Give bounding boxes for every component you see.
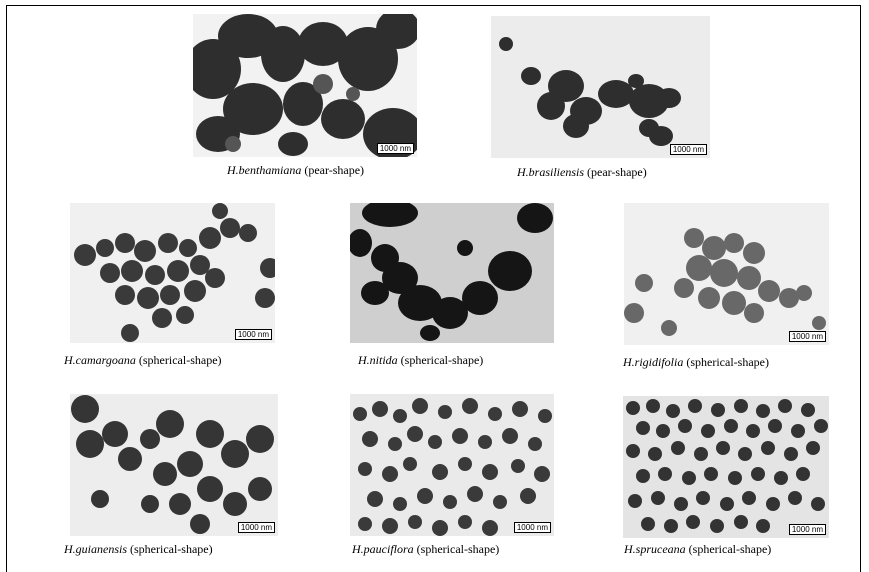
caption-spruceana: H.spruceana (spherical-shape) — [624, 542, 771, 557]
scale-bar-label: 1000 nm — [788, 524, 826, 535]
frame-border-top — [6, 5, 861, 6]
species-name: H.spruceana — [624, 542, 686, 556]
micrograph-spruceana: 1000 nm — [623, 396, 829, 538]
species-name: H.rigidifolia — [623, 355, 684, 369]
scale-bar-label: 1000 nm — [234, 329, 272, 340]
shape-label: (spherical-shape) — [416, 542, 500, 556]
caption-nitida: H.nitida (spherical-shape) — [358, 353, 483, 368]
panel-brasiliensis: 1000 nm H.brasiliensis (pear-shape) — [491, 16, 713, 186]
panel-benthamiana: 1000 nm H.benthamiana (pear-shape) — [193, 14, 417, 184]
frame-border-right — [860, 5, 861, 572]
caption-rigidifolia: H.rigidifolia (spherical-shape) — [623, 355, 769, 370]
micrograph-pauciflora: 1000 nm — [350, 394, 554, 536]
shape-label: (spherical-shape) — [400, 353, 484, 367]
scale-bar-label: 1000 nm — [669, 144, 707, 155]
species-name: H.benthamiana — [227, 163, 302, 177]
shape-label: (pear-shape) — [304, 163, 365, 177]
shape-label: (spherical-shape) — [138, 353, 222, 367]
scale-bar-label: 1000 nm — [788, 331, 826, 342]
caption-brasiliensis: H.brasiliensis (pear-shape) — [517, 165, 647, 180]
panel-pauciflora: 1000 nm H.pauciflora (spherical-shape) — [350, 394, 560, 564]
panel-rigidifolia: 1000 nm H.rigidifolia (spherical-shape) — [623, 203, 834, 373]
scale-bar-label: 1000 nm — [237, 522, 275, 533]
frame-border-left — [6, 5, 7, 572]
panel-spruceana: 1000 nm H.spruceana (spherical-shape) — [623, 396, 833, 566]
species-name: H.camargoana — [64, 353, 136, 367]
micrograph-guianensis: 1000 nm — [70, 394, 278, 536]
shape-label: (pear-shape) — [587, 165, 647, 179]
micrograph-camargoana: 1000 nm — [70, 203, 275, 343]
caption-benthamiana: H.benthamiana (pear-shape) — [227, 163, 364, 178]
species-name: H.guianensis — [64, 542, 127, 556]
caption-camargoana: H.camargoana (spherical-shape) — [64, 353, 222, 368]
scale-bar-label: 1000 nm — [376, 143, 414, 154]
caption-guianensis: H.guianensis (spherical-shape) — [64, 542, 213, 557]
species-name: H.pauciflora — [352, 542, 414, 556]
shape-label: (spherical-shape) — [130, 542, 213, 556]
shape-label: (spherical-shape) — [688, 542, 772, 556]
species-name: H.brasiliensis — [517, 165, 585, 179]
shape-label: (spherical-shape) — [686, 355, 769, 369]
micrograph-benthamiana: 1000 nm — [193, 14, 417, 157]
panel-camargoana: 1000 nm H.camargoana (spherical-shape) — [64, 203, 300, 373]
panel-nitida: H.nitida (spherical-shape) — [350, 203, 560, 373]
micrograph-brasiliensis: 1000 nm — [491, 16, 710, 158]
panel-guianensis: 1000 nm H.guianensis (spherical-shape) — [64, 394, 300, 564]
caption-pauciflora: H.pauciflora (spherical-shape) — [352, 542, 499, 557]
micrograph-rigidifolia: 1000 nm — [624, 203, 829, 345]
species-name: H.nitida — [358, 353, 398, 367]
scale-bar-label: 1000 nm — [513, 522, 551, 533]
micrograph-nitida — [350, 203, 554, 343]
